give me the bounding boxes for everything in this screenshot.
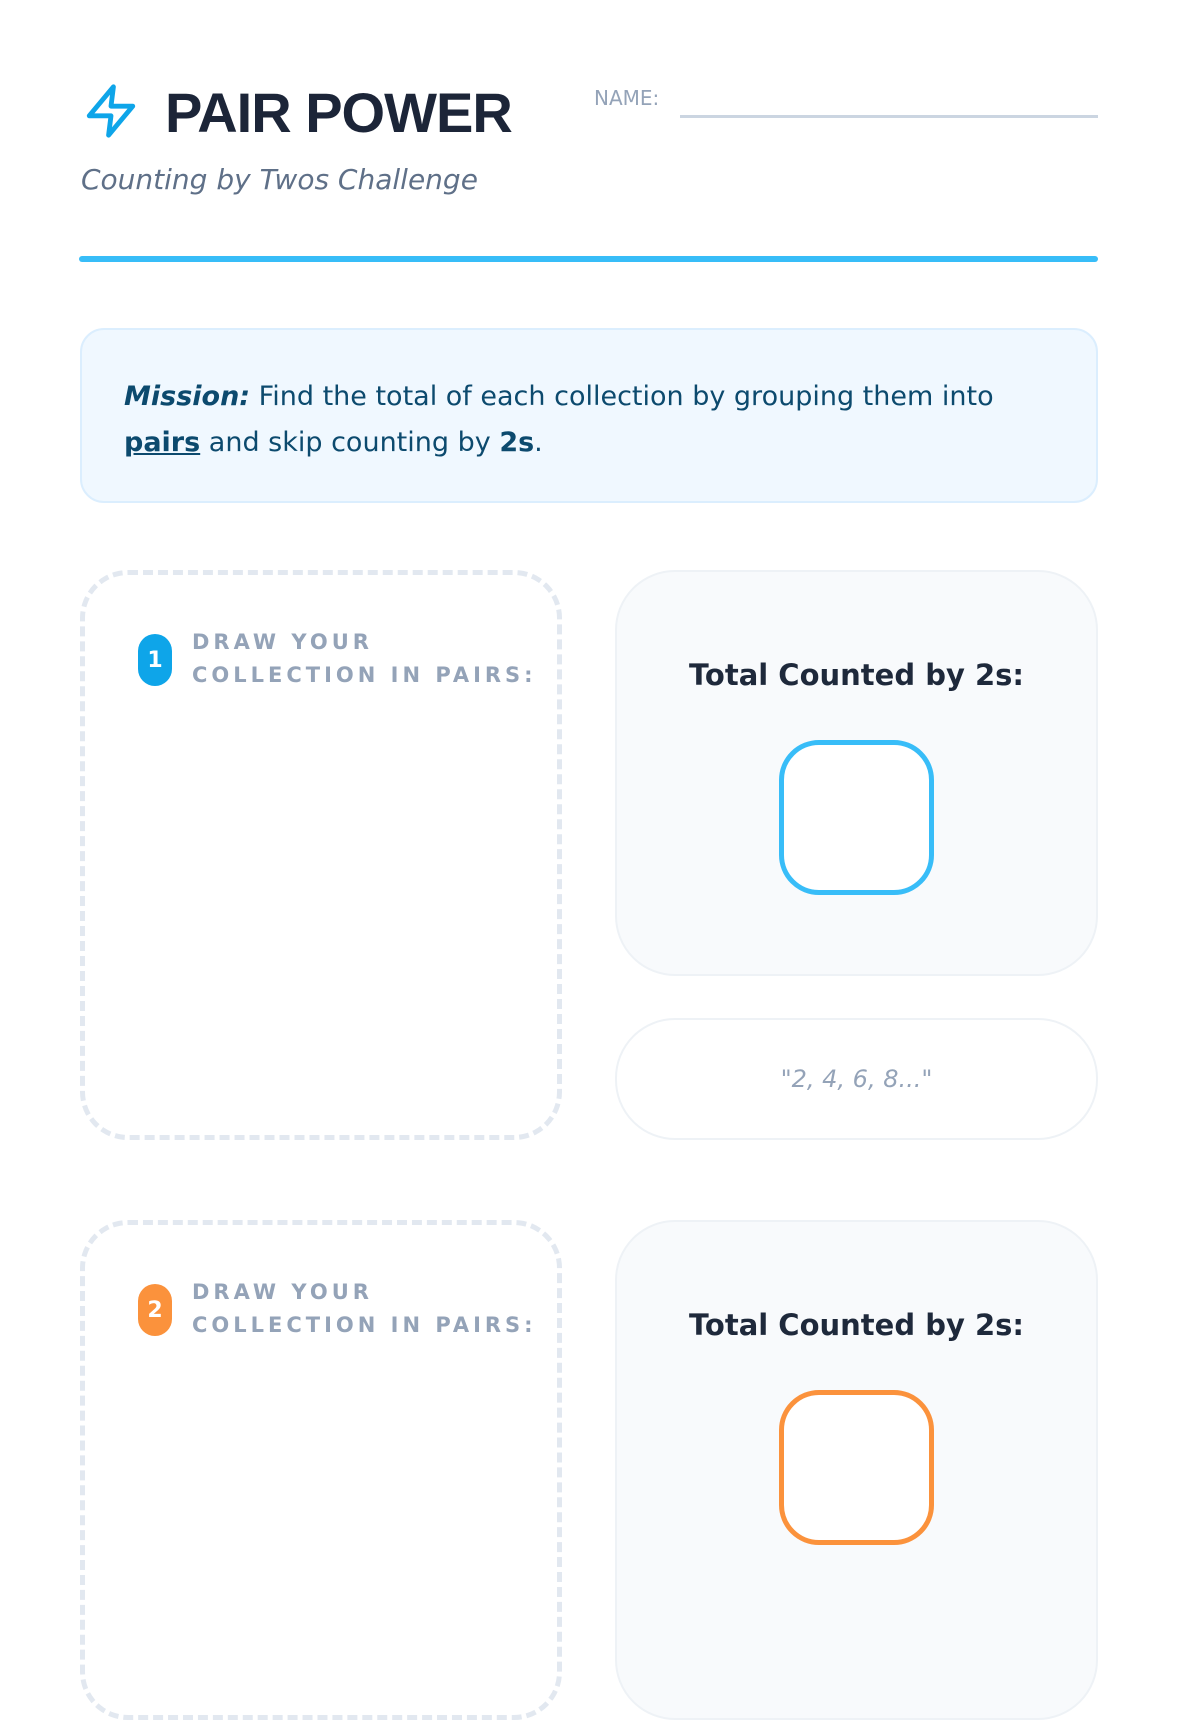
- problem-number-badge-1: 1: [138, 634, 172, 686]
- total-panel-1: Total Counted by 2s:: [615, 570, 1098, 976]
- pairs-word: pairs: [124, 427, 201, 458]
- total-label-2: Total Counted by 2s:: [688, 1308, 1024, 1342]
- mission-end: .: [534, 427, 543, 458]
- lightning-bolt-icon: [86, 84, 136, 138]
- draw-label-1: DRAW YOUR COLLECTION IN PAIRS:: [192, 626, 537, 692]
- problem-number-badge-2: 2: [138, 1284, 172, 1336]
- name-label: NAME:: [594, 86, 660, 110]
- drawing-area-1[interactable]: [80, 570, 562, 1140]
- header-divider: [79, 256, 1098, 262]
- name-field[interactable]: [680, 115, 1098, 118]
- mission-text: Find the total of each collection by gro…: [250, 381, 994, 412]
- total-label-1: Total Counted by 2s:: [688, 658, 1024, 692]
- twos-word: 2s: [499, 427, 535, 458]
- draw-label-line: DRAW YOUR: [192, 630, 373, 654]
- draw-label-line: DRAW YOUR: [192, 1280, 373, 1304]
- mission-box: Mission: Find the total of each collecti…: [80, 328, 1098, 503]
- mission-label: Mission:: [124, 381, 251, 412]
- draw-label-2: DRAW YOUR COLLECTION IN PAIRS:: [192, 1276, 537, 1342]
- draw-label-line: COLLECTION IN PAIRS:: [192, 1313, 537, 1337]
- skip-count-hint[interactable]: "2, 4, 6, 8...": [615, 1018, 1098, 1140]
- total-answer-box-2[interactable]: [779, 1390, 934, 1545]
- draw-label-line: COLLECTION IN PAIRS:: [192, 663, 537, 687]
- total-panel-2: Total Counted by 2s:: [615, 1220, 1098, 1720]
- page-subtitle: Counting by Twos Challenge: [81, 163, 478, 196]
- page-title: PAIR POWER: [165, 81, 513, 144]
- mission-text-2: and skip counting by: [200, 427, 500, 458]
- total-answer-box-1[interactable]: [779, 740, 934, 895]
